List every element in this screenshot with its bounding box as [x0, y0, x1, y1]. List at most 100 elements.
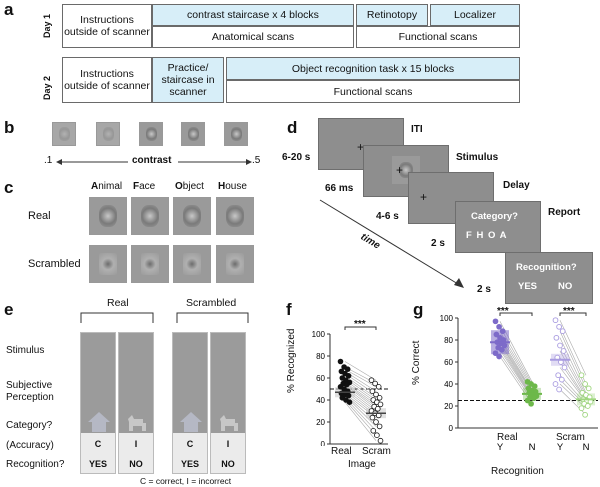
g-data-point — [496, 323, 502, 330]
iti-fixation-cross: + — [357, 140, 365, 154]
g-data-point — [492, 350, 499, 357]
g-ytick-label: 40 — [444, 380, 453, 389]
f-data-point — [377, 401, 384, 408]
day2-label: Day 2 — [42, 75, 52, 100]
category-report-screen: Category? F H O A — [455, 201, 541, 253]
scrambled-row-label: Scrambled — [28, 258, 81, 270]
g-data-point — [578, 405, 585, 412]
g-sig-bracket-scram — [559, 312, 587, 316]
contrast-thumb-2 — [96, 122, 120, 146]
f-data-point — [346, 399, 353, 405]
g-xtick-label: N — [583, 442, 590, 453]
f-cat-scram: Scram — [362, 446, 391, 457]
g-data-point — [501, 342, 508, 349]
functional-scans-box-day1: Functional scans — [356, 26, 520, 48]
g-data-point — [492, 318, 499, 325]
row-category-label: Category? — [6, 420, 53, 431]
g-subject-line — [559, 337, 587, 393]
f-ytick-label: 0 — [321, 440, 326, 446]
col-scrambled-incorrect: I NO — [210, 332, 246, 474]
f-data-point — [369, 388, 376, 394]
panel-d-letter: d — [287, 118, 298, 137]
contrast-low-label: .1 — [44, 155, 53, 166]
f-ytick-label: 20 — [316, 418, 325, 427]
g-data-point — [561, 364, 568, 371]
row-accuracy-label: (Accuracy) — [6, 440, 54, 451]
f-ytick-label: 100 — [312, 330, 326, 339]
category-question: Category? — [471, 211, 518, 222]
f-sig-bracket — [344, 326, 377, 330]
f-subject-line — [344, 368, 377, 388]
g-ytick-label: 80 — [444, 336, 453, 345]
contrast-high-label: .5 — [252, 155, 261, 166]
chart-g: 0 20 40 60 80 100 Y N Y N — [440, 312, 598, 453]
g-group-real: Real — [497, 432, 518, 443]
f-data-point — [369, 414, 376, 421]
scrambled-animal-image — [89, 245, 127, 283]
dog-icon — [220, 415, 238, 431]
col-real-incorrect: I NO — [118, 332, 154, 474]
stimulus-image — [119, 333, 153, 384]
functional-scans-box-day2: Functional scans — [226, 80, 520, 103]
f-subject-line — [344, 375, 377, 399]
accuracy-value: I — [134, 439, 138, 449]
real-face-image — [131, 197, 169, 235]
f-subject-line — [344, 399, 377, 436]
g-subject-line — [559, 331, 587, 389]
row-recognition-label: Recognition? — [6, 459, 65, 470]
real-group-label: Real — [107, 297, 129, 309]
g-data-point — [555, 372, 562, 379]
iti-duration: 6-20 s — [282, 152, 311, 163]
g-data-point — [524, 397, 531, 404]
g-data-point — [552, 381, 559, 387]
category-animal-label: Animal — [91, 181, 123, 192]
panel-e-letter: e — [4, 300, 14, 319]
f-data-point — [373, 391, 379, 398]
panel-f-letter: f — [286, 300, 292, 319]
f-ytick-label: 40 — [316, 396, 325, 405]
contrast-thumb-1 — [52, 122, 76, 146]
g-data-point — [558, 376, 565, 383]
practice-staircase-box: Practice/ staircase in scanner — [152, 57, 224, 103]
f-data-point — [374, 432, 380, 438]
g-ytick-label: 0 — [449, 424, 454, 433]
f-data-point — [345, 372, 352, 379]
f-data-point — [368, 377, 375, 383]
real-object-image — [173, 197, 211, 235]
g-ytick-label: 100 — [440, 314, 454, 323]
g-data-point — [585, 385, 592, 392]
delay-fixation-cross: + — [420, 190, 428, 204]
recognition-duration: 2 s — [477, 284, 491, 295]
real-animal-image — [89, 197, 127, 235]
g-subject-line — [559, 367, 587, 402]
f-significance: *** — [354, 319, 366, 330]
accuracy-value: C — [186, 439, 194, 449]
instructions-box-day1: Instructions outside of scanner — [62, 4, 152, 48]
iti-label: ITI — [411, 124, 423, 135]
group-brackets — [80, 312, 249, 323]
f-data-point — [376, 395, 383, 401]
recognition-yes: YES — [518, 281, 538, 292]
accuracy-value: I — [226, 439, 230, 449]
g-data-point — [578, 372, 585, 379]
scrambled-object-image — [173, 245, 211, 283]
g-significance-scram: *** — [563, 306, 575, 317]
g-subject-line — [499, 356, 533, 404]
g-ytick-label: 60 — [444, 358, 453, 367]
stimulus-image — [173, 333, 207, 384]
day1-label: Day 1 — [42, 13, 52, 38]
g-data-point — [584, 403, 591, 409]
g-data-point — [499, 328, 506, 335]
f-data-point — [345, 392, 352, 399]
stimulus-image — [392, 156, 420, 184]
recognition-value: NO — [221, 459, 235, 469]
stimulus-fixation-cross: + — [396, 163, 404, 177]
g-data-point — [556, 386, 562, 393]
g-data-point — [528, 400, 534, 407]
g-data-point — [560, 348, 567, 354]
anatomical-scans-box: Anatomical scans — [152, 26, 354, 48]
report-label: Report — [548, 207, 581, 218]
contrast-thumb-4 — [181, 122, 205, 146]
g-data-point — [557, 342, 563, 349]
f-subject-line — [344, 361, 377, 381]
